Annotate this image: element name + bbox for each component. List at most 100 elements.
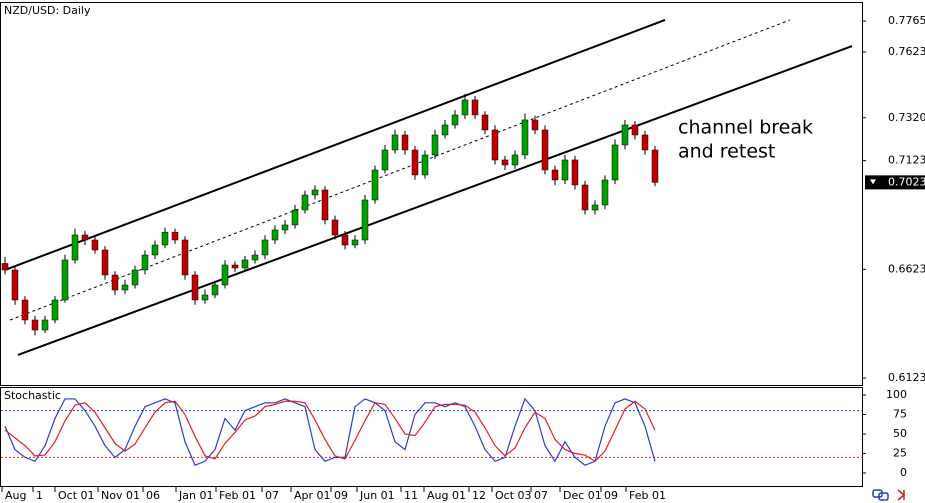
candle-body (511, 154, 519, 166)
candle-body (201, 294, 209, 301)
x-tick-label: Oct 01 (58, 489, 95, 502)
candle-body (591, 204, 599, 211)
y-tick-label: 0.6123 (888, 371, 925, 384)
toolbar-icons (872, 489, 906, 501)
candle-body (81, 234, 89, 241)
stochastic-pane (0, 387, 863, 487)
candle-body (181, 239, 189, 276)
x-tick-label: Apr 01 (294, 489, 331, 502)
y-tick-label: 50 (893, 427, 907, 440)
candle-body (531, 119, 539, 131)
candle-body (41, 319, 49, 331)
candle-body (61, 259, 69, 301)
candle-body (571, 159, 579, 186)
x-tick-label: 07 (265, 489, 279, 502)
candle-body (141, 254, 149, 271)
x-tick-label: 1 (36, 489, 43, 502)
candle-body (71, 234, 79, 261)
candle-body (341, 234, 349, 246)
y-tick-label: 0.7623 (888, 45, 925, 58)
candle-body (521, 119, 529, 156)
y-tick-label: 0.7320 (888, 111, 925, 124)
candle-body (191, 274, 199, 301)
candle-body (421, 154, 429, 176)
candle-body (321, 189, 329, 221)
x-tick-label: Feb 01 (629, 489, 666, 502)
candle-body (31, 319, 39, 331)
x-tick-label: Oct 03 (495, 489, 532, 502)
x-tick-label: 12 (472, 489, 486, 502)
candle-body (541, 129, 549, 171)
candle-body (171, 231, 179, 241)
candle-body (281, 224, 289, 231)
candle-body (631, 124, 639, 136)
candle-body (581, 184, 589, 211)
candle-body (501, 159, 509, 166)
x-tick-label: 09 (604, 489, 618, 502)
y-tick-label: 0.7123 (888, 154, 925, 167)
stochastic-line (4, 397, 656, 466)
last-price-box (865, 175, 925, 190)
channel-line (4, 19, 666, 271)
indicator-title: Stochastic (4, 389, 61, 402)
candle-body (611, 144, 619, 181)
y-tick-label: 0 (900, 466, 907, 479)
x-tick-label: 06 (146, 489, 160, 502)
candle-body (271, 229, 279, 241)
candle-body (241, 259, 249, 269)
channel-line (17, 45, 853, 356)
candle-body (11, 269, 19, 301)
title-box (2, 4, 90, 18)
candle-body (481, 114, 489, 131)
candle-body (291, 209, 299, 226)
y-tick-label: 25 (893, 446, 907, 459)
candle-body (411, 149, 419, 176)
channel-midline (9, 19, 791, 321)
candle-body (21, 299, 29, 321)
candle-body (131, 269, 139, 286)
annotation: and retest (678, 141, 775, 163)
candle-body (551, 169, 559, 181)
candle-body (431, 134, 439, 156)
y-tick-label: 75 (893, 408, 907, 421)
candle-body (331, 219, 339, 236)
candle-body (161, 231, 169, 246)
candle-body (381, 149, 389, 171)
candle-body (221, 264, 229, 286)
candle-body (251, 254, 259, 261)
candle-body (641, 134, 649, 151)
candle-body (561, 159, 569, 181)
candle-body (621, 124, 629, 146)
x-tick-label: 09 (334, 489, 348, 502)
candle-body (91, 239, 99, 251)
x-tick-label: Aug 01 (427, 489, 466, 502)
candle-body (461, 99, 469, 116)
candle-body (651, 149, 659, 183)
chart-title: NZD/USD: Daily (4, 4, 91, 17)
candle-body (361, 199, 369, 241)
y-tick-label: 100 (886, 388, 907, 401)
candle-body (51, 299, 59, 321)
candle-body (451, 114, 459, 126)
x-tick-label: Jun 01 (359, 489, 395, 502)
candle-body (441, 124, 449, 136)
candle-body (401, 134, 409, 151)
candle-body (371, 169, 379, 201)
x-tick-label: Jan 01 (178, 489, 213, 502)
candle-body (151, 244, 159, 256)
annotation: channel break (678, 117, 813, 139)
y-tick-label: 0.7765 (888, 14, 925, 27)
candle-body (231, 264, 239, 269)
price-pane (0, 2, 863, 386)
candle-body (121, 284, 129, 291)
y-tick-label: 0.6623 (888, 262, 925, 275)
candle-body (391, 134, 399, 151)
x-tick-label: 11 (404, 489, 418, 502)
candle-body (601, 179, 609, 206)
x-tick-label: 07 (534, 489, 548, 502)
candle-body (101, 249, 109, 276)
x-tick-label: Nov 01 (101, 489, 140, 502)
x-tick-label: Feb 01 (219, 489, 256, 502)
last-price-arrow (870, 179, 876, 185)
